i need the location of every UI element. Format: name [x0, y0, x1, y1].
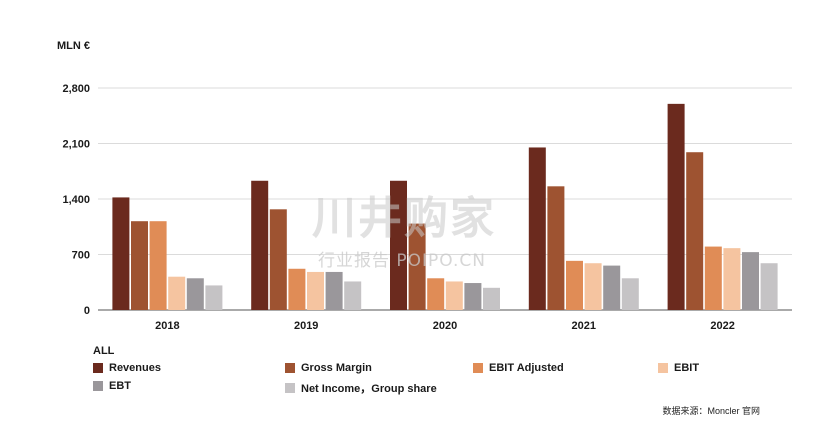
bar — [344, 281, 362, 310]
bar — [704, 246, 722, 310]
legend-swatch — [285, 383, 295, 393]
x-tick-label: 2018 — [155, 320, 179, 332]
bar — [269, 209, 287, 310]
bar — [288, 268, 306, 310]
bar — [742, 252, 759, 310]
bar — [112, 197, 130, 310]
x-tick-label: 2021 — [572, 320, 596, 332]
legend-label: EBIT — [674, 362, 700, 374]
x-tick-label: 2020 — [433, 320, 457, 332]
x-tick-labels: 2018 2019 2020 2021 2022 — [155, 320, 735, 332]
legend-item: EBIT Adjusted — [473, 362, 564, 374]
legend-swatch — [473, 363, 483, 373]
y-tick-label: 2,100 — [62, 139, 90, 151]
bar — [168, 276, 186, 310]
legend-label: Net Income，Group share — [301, 383, 437, 395]
bar — [723, 248, 741, 310]
bar — [445, 281, 463, 310]
legend-label: Revenues — [109, 362, 161, 374]
x-tick-label: 2022 — [710, 320, 734, 332]
y-axis-unit-label: MLN € — [57, 40, 90, 52]
legend-label: Gross Margin — [301, 362, 372, 374]
bar — [621, 278, 639, 310]
source-note: 数据来源：Moncler 官网 — [662, 406, 760, 416]
x-tick-label: 2019 — [294, 320, 318, 332]
y-tick-labels: 0 700 1,400 2,100 2,800 — [62, 83, 90, 317]
bar — [427, 278, 445, 310]
y-tick-label: 700 — [72, 250, 90, 262]
bar — [307, 271, 324, 310]
bar — [528, 147, 546, 310]
legend-swatch — [93, 381, 103, 391]
bar — [566, 260, 583, 310]
legend-swatch — [93, 363, 103, 373]
legend-item: Revenues — [93, 362, 161, 374]
bar — [205, 285, 223, 310]
legend-swatch — [285, 363, 295, 373]
y-tick-label: 1,400 — [62, 194, 90, 206]
bar-group — [112, 103, 778, 310]
bar — [547, 186, 565, 310]
legend-item: Net Income，Group share — [285, 380, 437, 396]
bar — [408, 223, 426, 310]
legend-label: EBIT Adjusted — [489, 362, 564, 374]
bar — [251, 180, 269, 310]
bar — [131, 221, 148, 310]
bar — [483, 287, 500, 310]
bar — [464, 283, 482, 310]
bar — [584, 263, 602, 310]
y-tick-label: 2,800 — [62, 83, 90, 95]
legend-item: EBT — [93, 380, 131, 392]
legend-label: EBT — [109, 380, 131, 392]
legend-swatch — [658, 363, 668, 373]
bar — [686, 152, 704, 310]
legend-item: EBIT — [658, 362, 699, 374]
bar — [667, 103, 685, 310]
bar — [603, 265, 621, 310]
bar — [149, 221, 167, 310]
y-tick-label: 0 — [84, 305, 90, 317]
bar — [760, 263, 778, 310]
legend-item: Gross Margin — [285, 362, 372, 374]
bar — [390, 180, 407, 310]
legend-header: ALL — [93, 345, 115, 357]
bar — [325, 271, 343, 310]
bar — [186, 278, 204, 310]
